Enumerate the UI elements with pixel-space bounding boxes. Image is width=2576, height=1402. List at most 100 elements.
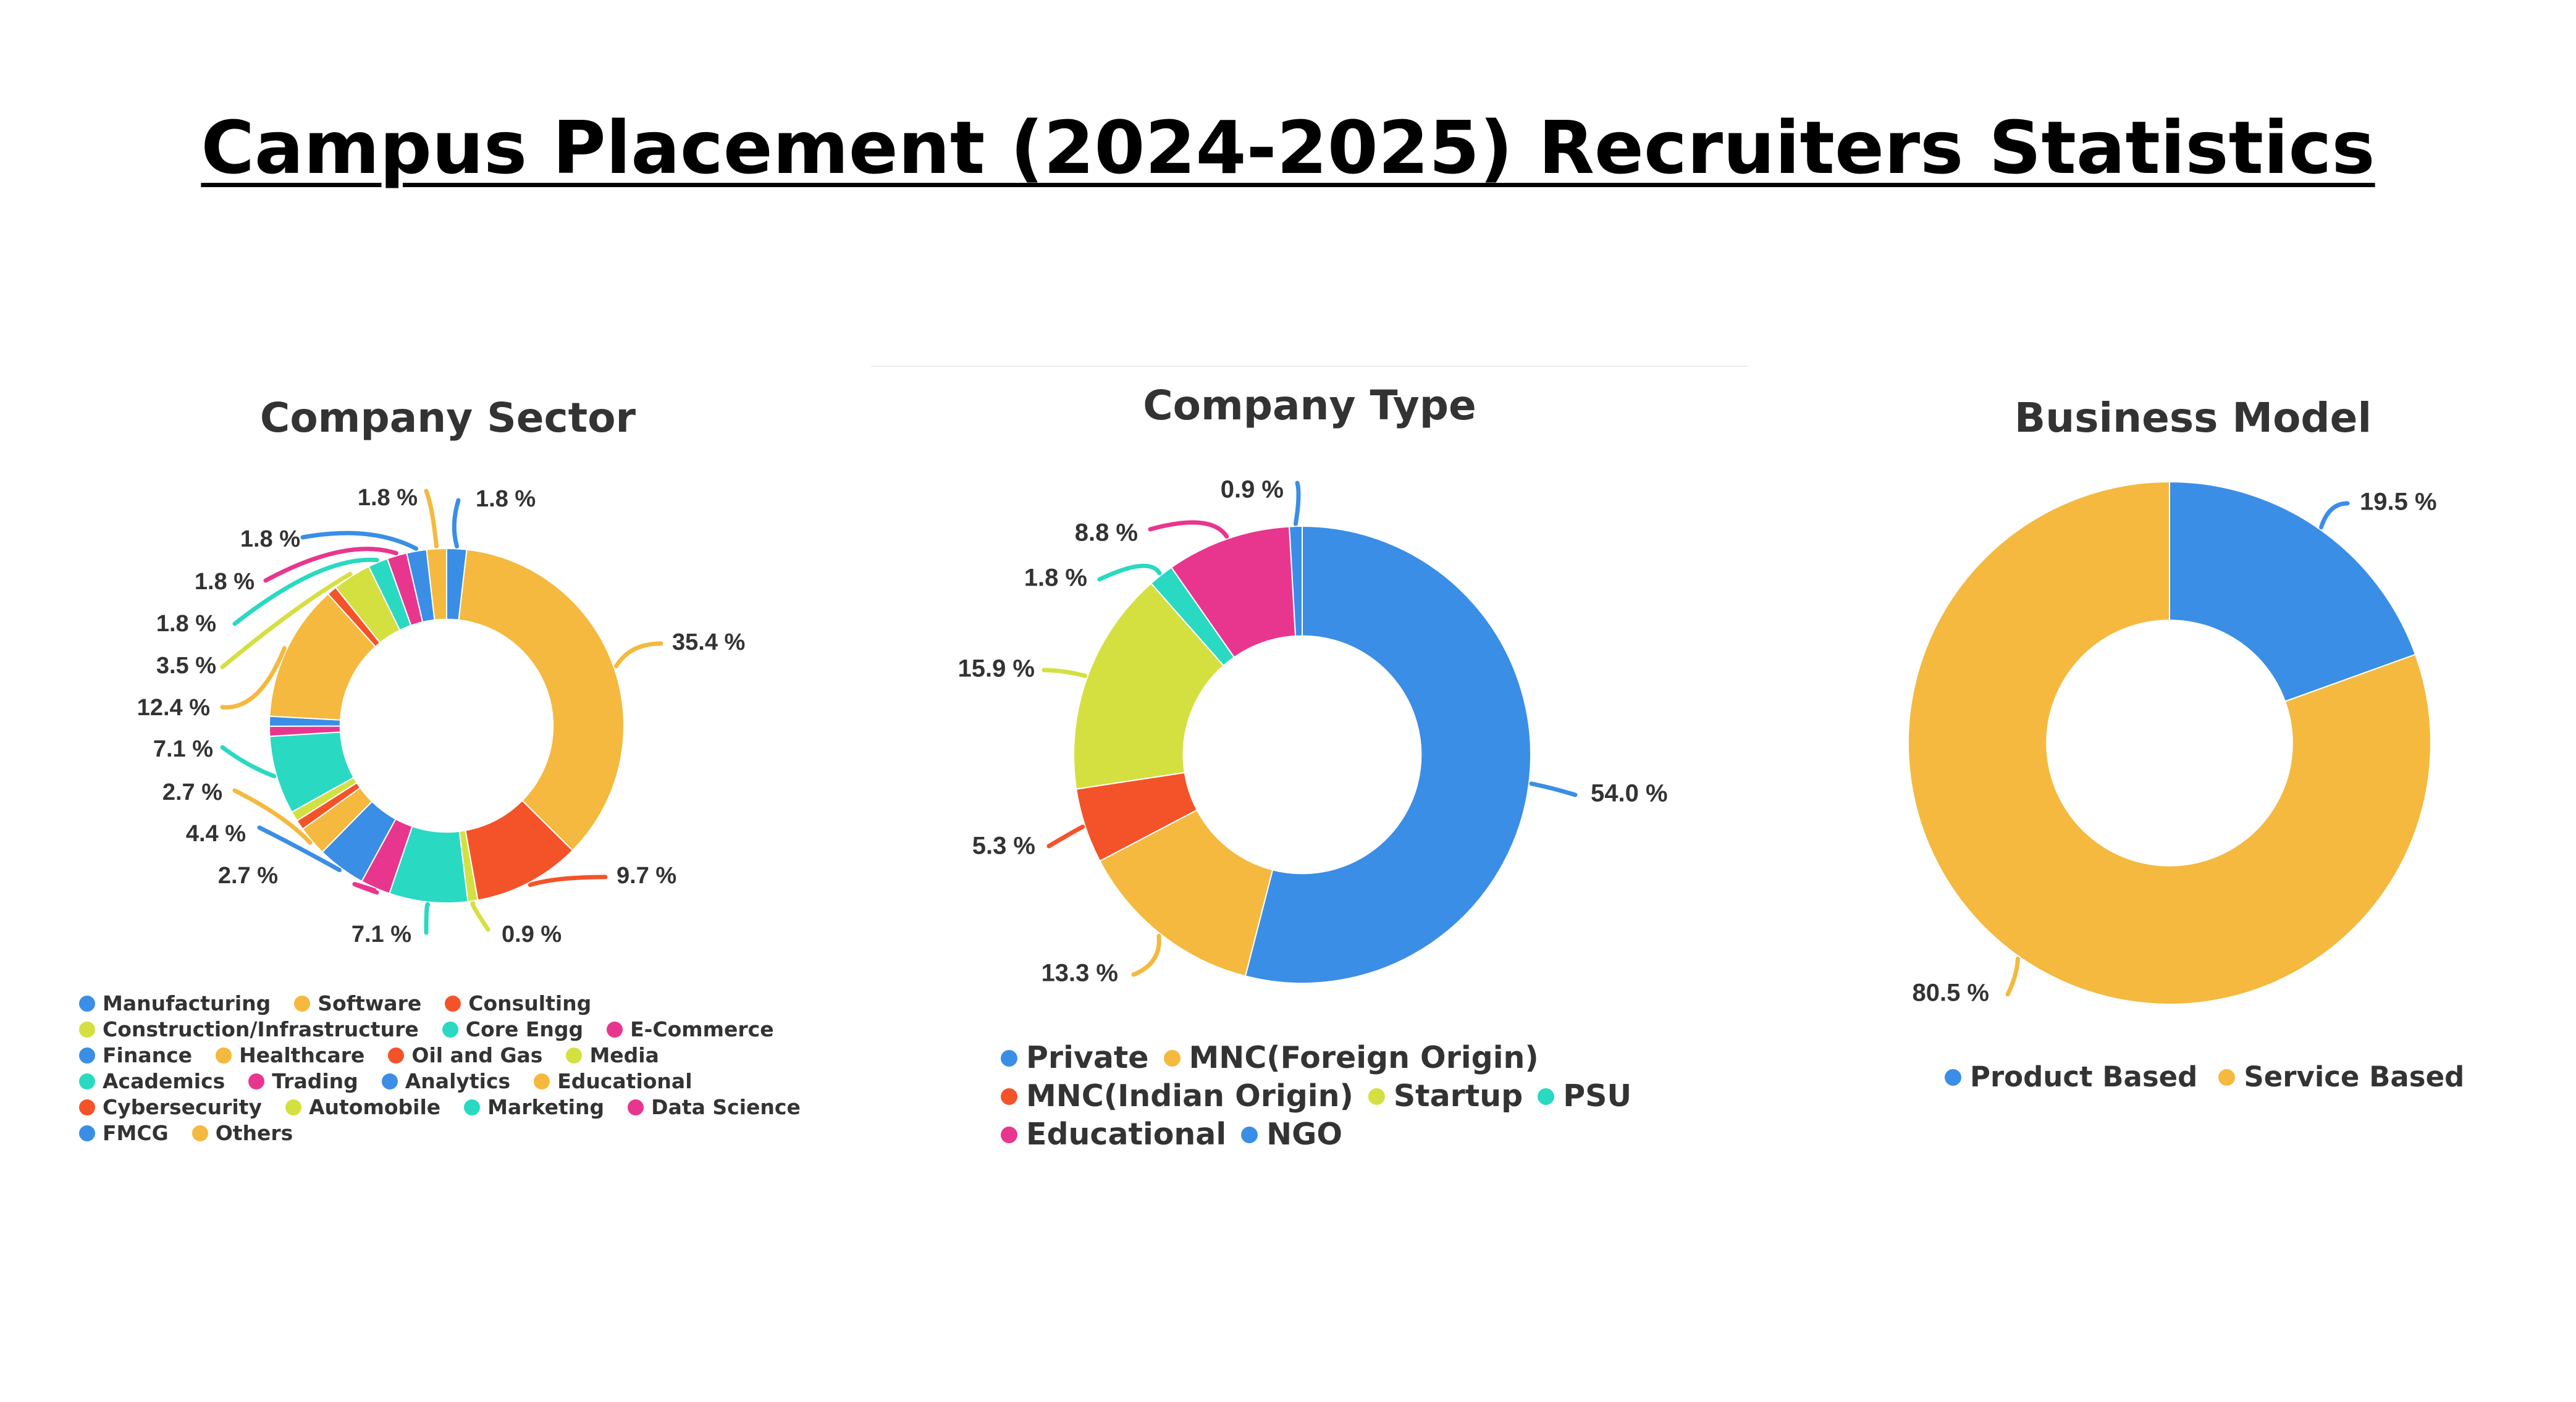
sector-legend-item-manufacturing[interactable]: Manufacturing (79, 993, 271, 1014)
data-label-software: 35.4 % (672, 629, 745, 655)
sector-legend-item-cybersecurity[interactable]: Cybersecurity (79, 1097, 262, 1118)
legend-label: Educational (557, 1069, 692, 1093)
legend-marker (607, 1022, 623, 1038)
sector-legend-item-automobile[interactable]: Automobile (285, 1097, 440, 1118)
legend-marker (1945, 1068, 1961, 1086)
legend-marker (79, 1099, 95, 1115)
data-label-marketing: 1.8 % (156, 611, 216, 637)
leader-line-core-engg (424, 902, 431, 935)
data-label-ngo: 0.9 % (1221, 476, 1284, 503)
legend-label: Marketing (487, 1095, 605, 1119)
model-legend-item-product-based[interactable]: Product Based (1945, 1060, 2197, 1094)
sector-legend-item-core-engg[interactable]: Core Engg (442, 1019, 583, 1040)
legend-label: Trading (272, 1069, 358, 1093)
sector-legend-item-educational[interactable]: Educational (534, 1071, 692, 1092)
legend-marker (1538, 1088, 1555, 1105)
slice-software (458, 548, 625, 852)
legend-label: Finance (103, 1043, 193, 1067)
type-legend-item-psu[interactable]: PSU (1538, 1079, 1631, 1114)
type-legend-item-mnc-indian-origin[interactable]: MNC(Indian Origin) (1001, 1079, 1353, 1114)
sector-legend-item-academics[interactable]: Academics (79, 1071, 225, 1092)
data-label-manufacturing: 1.8 % (476, 486, 536, 512)
data-label-academics: 7.1 % (153, 736, 213, 762)
sector-legend-item-data-science[interactable]: Data Science (628, 1097, 801, 1118)
type-legend-item-educational[interactable]: Educational (1001, 1117, 1226, 1152)
legend-label: Automobile (308, 1095, 441, 1119)
sector-legend-item-software[interactable]: Software (294, 993, 421, 1014)
leader-line-automobile (220, 571, 353, 670)
legend-marker (381, 1073, 398, 1089)
legend-label: Manufacturing (103, 991, 271, 1015)
data-label-startup: 15.9 % (958, 655, 1035, 682)
legend-marker (1241, 1126, 1258, 1143)
chart-title-company-sector: Company Sector (259, 394, 636, 442)
legend-label: Healthcare (239, 1043, 365, 1067)
divider (871, 366, 1748, 367)
legend-marker (628, 1099, 644, 1115)
sector-legend-item-trading[interactable]: Trading (248, 1071, 358, 1092)
legend-marker (2218, 1068, 2236, 1086)
data-label-service-based: 80.5 % (1912, 980, 1989, 1007)
data-label-fmcg: 1.8 % (240, 526, 300, 552)
chart-title-company-type: Company Type (1143, 382, 1476, 429)
data-label-mnc-indian-origin: 5.3 % (972, 833, 1035, 860)
data-label-educational: 8.8 % (1075, 519, 1138, 547)
sector-legend-item-fmcg[interactable]: FMCG (79, 1123, 169, 1144)
data-label-e-commerce: 2.7 % (218, 863, 278, 889)
chart-title-business-model: Business Model (2014, 394, 2372, 442)
data-label-core-engg: 7.1 % (351, 921, 411, 947)
legend-marker (79, 1022, 95, 1038)
leader-line-educational (220, 646, 287, 710)
legend-marker (388, 1047, 405, 1064)
sector-legend-item-media[interactable]: Media (566, 1045, 659, 1066)
legend-marker (79, 1125, 95, 1141)
legend-label: FMCG (103, 1121, 169, 1145)
leader-line-consulting (528, 875, 608, 888)
sector-legend-item-marketing[interactable]: Marketing (464, 1097, 604, 1118)
model-legend-item-service-based[interactable]: Service Based (2218, 1060, 2464, 1094)
legend-label: Startup (1393, 1078, 1523, 1114)
type-legend-item-startup[interactable]: Startup (1368, 1079, 1523, 1114)
legend-marker (1163, 1049, 1181, 1067)
legend-label: MNC(Indian Origin) (1026, 1078, 1353, 1114)
leader-line-psu (1097, 563, 1162, 582)
slice-ngo (1289, 525, 1303, 637)
legend-label: Product Based (1970, 1060, 2198, 1093)
sector-legend-item-oil-and-gas[interactable]: Oil and Gas (388, 1045, 542, 1066)
leader-line-private (1529, 781, 1578, 797)
legend-marker (445, 996, 461, 1012)
sector-legend-item-construction-infrastructure[interactable]: Construction/Infrastructure (79, 1019, 419, 1040)
sector-legend-item-e-commerce[interactable]: E-Commerce (607, 1019, 774, 1040)
legend-label: Service Based (2244, 1060, 2465, 1093)
leader-line-healthcare (232, 788, 313, 845)
legend-marker (79, 1073, 95, 1089)
legend-marker (192, 1125, 208, 1141)
leader-line-service-based (2005, 956, 2020, 997)
slice-mnc-foreign-origin (1099, 809, 1274, 977)
type-legend-item-ngo[interactable]: NGO (1241, 1117, 1342, 1152)
data-label-automobile: 3.5 % (156, 653, 216, 679)
leader-line-academics (220, 745, 277, 779)
sector-legend-item-consulting[interactable]: Consulting (445, 993, 591, 1014)
data-label-psu: 1.8 % (1024, 565, 1087, 592)
legend-label: Analytics (405, 1069, 511, 1093)
legend-marker (1001, 1126, 1017, 1143)
data-label-others: 1.8 % (358, 485, 418, 511)
sector-legend-item-others[interactable]: Others (192, 1123, 293, 1144)
legend-marker (285, 1099, 301, 1115)
sector-legend-item-finance[interactable]: Finance (79, 1045, 192, 1066)
legend-marker (464, 1099, 481, 1115)
legend-label: Media (589, 1043, 659, 1067)
sector-legend-item-analytics[interactable]: Analytics (381, 1069, 511, 1093)
type-legend-item-mnc-foreign-origin[interactable]: MNC(Foreign Origin) (1163, 1041, 1539, 1075)
type-legend-item-private[interactable]: Private (1001, 1041, 1149, 1075)
page-title: Campus Placement (2024-2025) Recruiters … (201, 105, 2375, 190)
legend-marker (1001, 1088, 1017, 1105)
legend-marker (1368, 1088, 1385, 1105)
legend-label: Private (1026, 1040, 1149, 1075)
leader-line-software (614, 641, 663, 668)
sector-legend-item-healthcare[interactable]: Healthcare (216, 1045, 364, 1066)
legend-marker (79, 1047, 95, 1064)
legend-marker (294, 996, 311, 1012)
